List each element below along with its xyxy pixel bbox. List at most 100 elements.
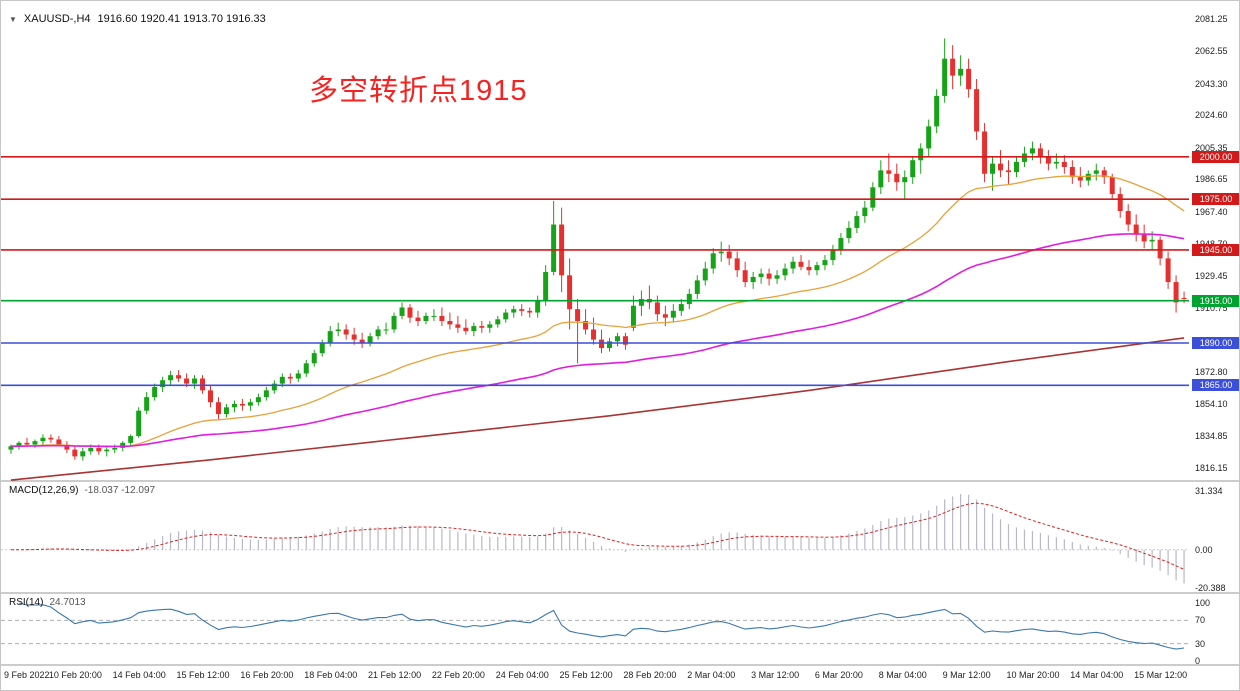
time-axis-label: 9 Feb 2022 xyxy=(4,670,50,680)
candle-body xyxy=(622,336,628,345)
candle-body xyxy=(72,449,78,457)
candle-body xyxy=(870,187,876,208)
candle-body xyxy=(654,302,660,315)
candle-body xyxy=(678,304,684,311)
candle-body xyxy=(974,89,980,132)
time-axis-label: 18 Feb 04:00 xyxy=(304,670,358,680)
candle-body xyxy=(80,451,86,457)
candle-body xyxy=(926,126,932,149)
macd-label: MACD(12,26,9) xyxy=(9,485,79,496)
candle-body xyxy=(263,390,269,398)
rsi-value: 24.7013 xyxy=(49,597,86,608)
candle-body xyxy=(750,277,756,283)
candle-body xyxy=(471,326,477,332)
candle-body xyxy=(1157,239,1163,259)
candle-body xyxy=(806,266,812,271)
candle-body xyxy=(710,253,716,269)
candle-body xyxy=(160,380,166,387)
macd-histogram xyxy=(18,494,1185,584)
rsi-axis-label: 30 xyxy=(1195,638,1206,649)
candle-body xyxy=(798,261,804,267)
candle-body xyxy=(1006,170,1011,173)
rsi-label: RSI(14) xyxy=(9,597,44,608)
candle-body xyxy=(447,321,453,325)
price-level-badge: 1890.00 xyxy=(1192,337,1239,349)
candle-body xyxy=(1181,297,1187,299)
candle-body xyxy=(886,170,892,174)
time-axis-label: 6 Mar 20:00 xyxy=(814,670,863,680)
price-axis-label: 2062.55 xyxy=(1195,45,1228,56)
annotation-text: 多空转折点1915 xyxy=(309,75,528,107)
candle-body xyxy=(670,310,676,318)
candle-body xyxy=(375,329,381,337)
candle-body xyxy=(495,319,501,325)
rsi-indicator-label: RSI(14) 24.7013 xyxy=(9,597,86,608)
macd-axis-label: -20.388 xyxy=(1195,582,1226,593)
price-level-badge: 2000.00 xyxy=(1192,150,1239,163)
price-axis-label: 1816.15 xyxy=(1195,462,1228,473)
candle-body xyxy=(407,307,413,318)
macd-axis-label: 0.00 xyxy=(1195,544,1213,555)
time-axis-label: 10 Feb 20:00 xyxy=(48,670,102,680)
candle-body xyxy=(607,341,612,349)
candle-body xyxy=(527,310,533,313)
candle-body xyxy=(1061,161,1067,167)
candle-body xyxy=(630,305,636,328)
candle-body xyxy=(1069,167,1075,178)
price-axis-label: 1854.10 xyxy=(1195,398,1228,409)
candle-body xyxy=(854,216,860,228)
time-axis-label: 14 Mar 04:00 xyxy=(1070,670,1124,680)
candle-body xyxy=(463,327,469,332)
candle-body xyxy=(343,329,349,335)
candle-body xyxy=(104,449,110,452)
candle-body xyxy=(535,300,541,313)
candle-body xyxy=(1141,234,1147,242)
time-axis-label: 25 Feb 12:00 xyxy=(559,670,613,680)
macd-axis-label: 31.334 xyxy=(1195,486,1223,497)
ma-line-fast xyxy=(10,175,1185,448)
candle-body xyxy=(255,397,261,403)
candle-body xyxy=(112,447,118,450)
candle-body xyxy=(982,131,988,174)
candle-body xyxy=(56,439,62,445)
candle-body xyxy=(1117,194,1123,211)
candle-body xyxy=(958,68,964,76)
candle-body xyxy=(902,177,908,183)
candle-body xyxy=(718,251,724,254)
candle-body xyxy=(614,336,620,342)
candle-body xyxy=(128,436,134,443)
candle-body xyxy=(966,68,972,90)
macd-values: -18.037 -12.097 xyxy=(84,485,156,496)
candle-body xyxy=(910,160,916,178)
time-axis-label: 14 Feb 04:00 xyxy=(112,670,166,680)
price-axis-label: 1929.45 xyxy=(1195,271,1228,282)
candle-body xyxy=(575,309,581,321)
candle-body xyxy=(1149,239,1155,242)
price-axis-label: 1872.80 xyxy=(1195,367,1228,378)
candle-body xyxy=(311,353,317,364)
candle-body xyxy=(878,170,884,188)
candle-body xyxy=(48,437,54,440)
candle-body xyxy=(1077,177,1083,181)
ma-line-slow xyxy=(10,337,1185,481)
price-axis-label: 1967.40 xyxy=(1195,207,1228,217)
candle-body xyxy=(120,442,126,448)
ma-line-mid xyxy=(11,233,1185,448)
time-axis-label: 3 Mar 12:00 xyxy=(751,670,800,680)
candle-body xyxy=(399,307,405,316)
candle-body xyxy=(231,403,237,408)
candle-body xyxy=(391,315,397,330)
candle-body xyxy=(1045,156,1051,164)
candle-body xyxy=(551,224,557,272)
candle-body xyxy=(287,376,293,379)
candle-body xyxy=(686,293,692,305)
candle-body xyxy=(790,261,796,269)
candle-body xyxy=(144,397,150,411)
candle-body xyxy=(1029,148,1035,154)
candle-body xyxy=(942,58,948,96)
candle-body xyxy=(894,173,900,183)
price-axis-label: 1986.65 xyxy=(1195,174,1228,185)
price-level-badge: 1915.00 xyxy=(1192,294,1239,307)
candle-body xyxy=(998,163,1004,171)
